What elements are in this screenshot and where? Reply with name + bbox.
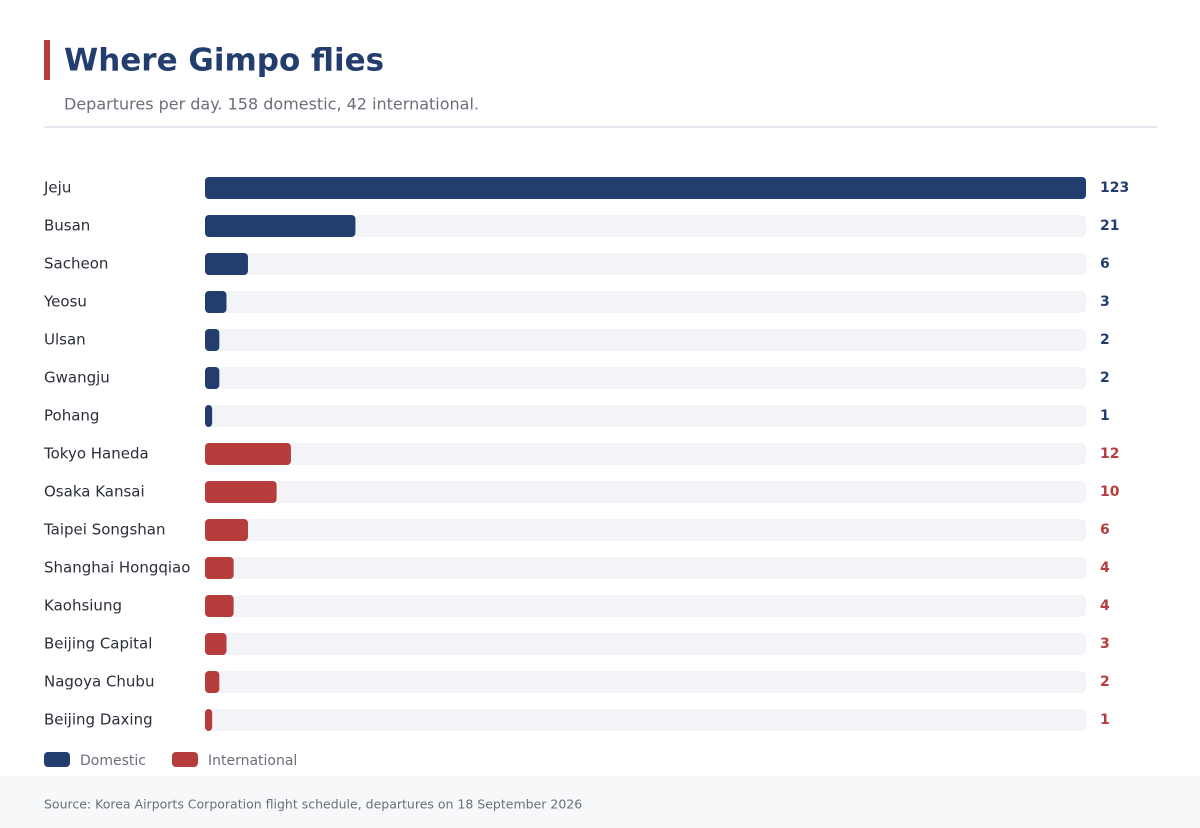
bar (205, 405, 213, 427)
legend-label: Domestic (80, 753, 146, 769)
bar-track (205, 595, 1086, 617)
value-label: 123 (1100, 180, 1129, 196)
value-label: 2 (1100, 370, 1110, 386)
category-label: Pohang (44, 407, 99, 425)
bar (205, 367, 220, 389)
category-label: Shanghai Hongqiao (44, 559, 190, 577)
value-label: 4 (1100, 560, 1110, 576)
legend-swatch (171, 752, 198, 767)
bar-track (205, 329, 1086, 351)
legend-swatch (44, 752, 70, 767)
value-label: 12 (1100, 446, 1119, 462)
value-label: 1 (1100, 712, 1110, 728)
bar-track (205, 253, 1086, 275)
bar-track (205, 557, 1086, 579)
category-label: Ulsan (44, 331, 86, 349)
title-accent (44, 40, 50, 80)
category-label: Osaka Kansai (44, 483, 145, 501)
category-label: Beijing Daxing (44, 711, 153, 729)
value-label: 1 (1100, 408, 1110, 424)
bar-track (205, 671, 1086, 693)
bar-track (205, 519, 1086, 541)
bar (205, 519, 248, 541)
bar (205, 671, 220, 693)
category-label: Tokyo Haneda (43, 445, 149, 463)
bar (205, 177, 1086, 199)
category-label: Gwangju (44, 369, 110, 387)
legend-label: International (208, 753, 297, 769)
category-label: Taipei Songshan (43, 521, 165, 539)
category-label: Kaohsiung (44, 597, 122, 615)
value-label: 2 (1100, 674, 1110, 690)
bar (205, 595, 234, 617)
value-label: 6 (1100, 522, 1110, 538)
source-note: Source: Korea Airports Corporation fligh… (44, 797, 582, 812)
bar-track (205, 215, 1086, 237)
chart-subtitle: Departures per day. 158 domestic, 42 int… (64, 95, 479, 114)
value-label: 3 (1100, 294, 1110, 310)
bar-track (205, 367, 1086, 389)
footer (0, 776, 1200, 828)
value-label: 3 (1100, 636, 1110, 652)
value-label: 10 (1100, 484, 1120, 500)
value-label: 4 (1100, 598, 1110, 614)
category-label: Jeju (43, 179, 71, 197)
bar-track (205, 405, 1086, 427)
bar (205, 633, 227, 655)
bar (205, 215, 356, 237)
value-label: 2 (1100, 332, 1110, 348)
category-label: Beijing Capital (44, 635, 152, 653)
value-label: 21 (1100, 218, 1119, 234)
bar-track (205, 633, 1086, 655)
chart-title: Where Gimpo flies (64, 43, 384, 79)
bar (205, 329, 220, 351)
bar-track (205, 709, 1086, 731)
bar (205, 709, 213, 731)
category-label: Yeosu (43, 293, 87, 311)
category-label: Nagoya Chubu (44, 673, 154, 691)
bar-track (205, 291, 1086, 313)
bar-track (205, 443, 1086, 465)
bar (205, 291, 227, 313)
bar (205, 557, 234, 579)
bar (205, 481, 277, 503)
bar (205, 253, 248, 275)
bar (205, 443, 291, 465)
value-label: 6 (1100, 256, 1110, 272)
bar-track (205, 481, 1086, 503)
category-label: Busan (44, 217, 90, 235)
category-label: Sacheon (44, 255, 108, 273)
